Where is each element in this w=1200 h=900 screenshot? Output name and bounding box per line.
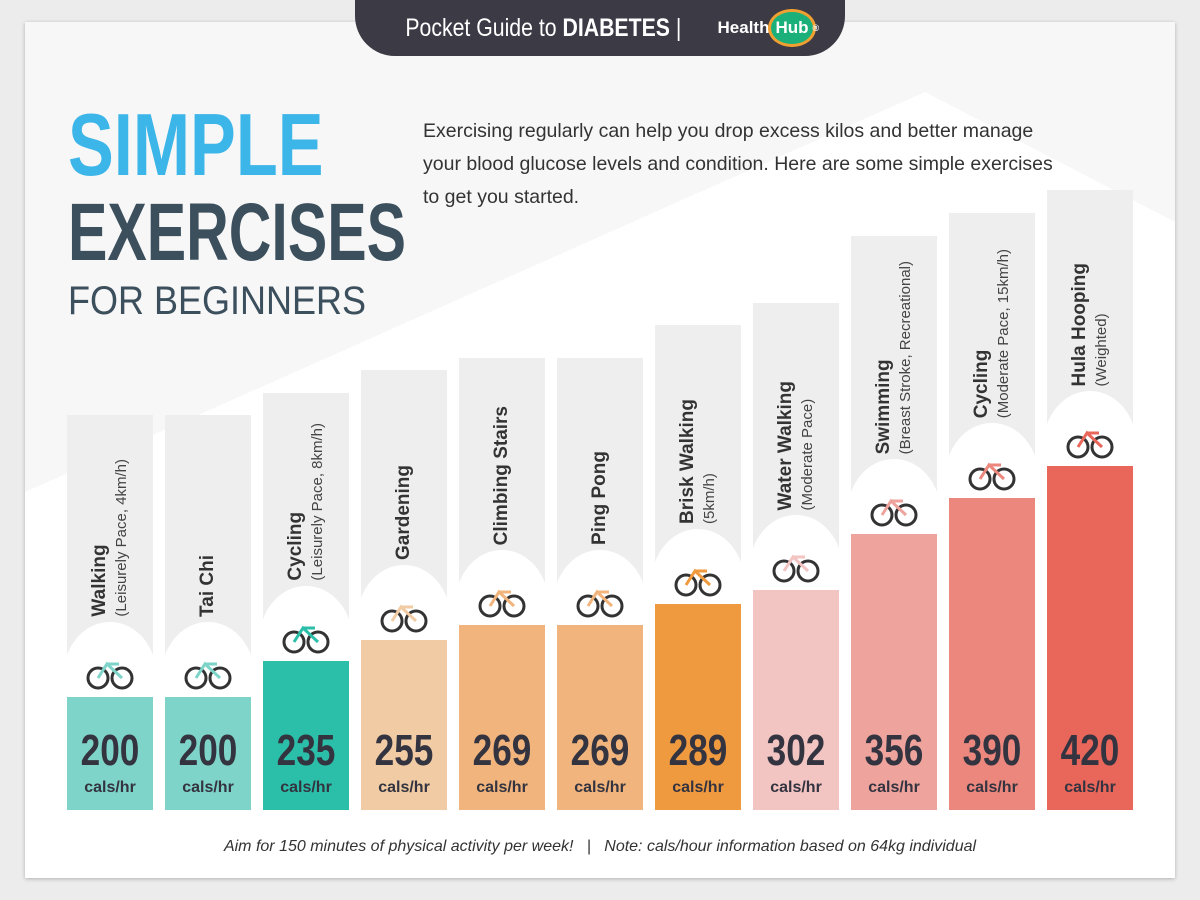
calorie-unit: cals/hr — [574, 779, 626, 796]
footer-note: Aim for 150 minutes of physical activity… — [223, 838, 977, 855]
calorie-unit: cals/hr — [966, 779, 1018, 796]
bar-column: Climbing Stairs 269 cals/hr — [455, 358, 549, 810]
logo-part2: Hub — [771, 12, 813, 44]
swimmer-icon — [870, 498, 918, 527]
bar-column: Swimming (Breast Stroke, Recreational) 3… — [847, 236, 941, 810]
activity-name: Gardening — [393, 464, 414, 560]
bar-fill — [851, 534, 937, 810]
title-line1: SIMPLE — [68, 95, 324, 194]
bar-fill — [753, 590, 839, 810]
bar-fill — [655, 604, 741, 810]
guide-label: Pocket Guide to — [405, 13, 557, 42]
calorie-unit: cals/hr — [378, 779, 430, 796]
activity-name: Ping Pong — [589, 451, 610, 545]
ping-pong-paddles-icon — [576, 589, 624, 618]
bar-fill — [1047, 466, 1133, 810]
page-title: SIMPLE EXERCISES FOR BEGINNERS — [68, 100, 537, 326]
activity-name: Cycling — [971, 349, 992, 418]
activity-label: Cycling (Leisurely Pace, 8km/h) — [263, 423, 349, 581]
calorie-unit: cals/hr — [672, 779, 724, 796]
activity-label: Gardening — [361, 465, 447, 560]
activity-name: Brisk Walking — [677, 399, 698, 524]
activity-detail: (Leisurely Pace, 4km/h) — [113, 459, 130, 617]
calorie-value: 289 — [668, 726, 728, 775]
activity-name: Swimming — [873, 358, 894, 454]
activity-label: Walking (Leisurely Pace, 4km/h) — [67, 459, 153, 617]
activity-label: Climbing Stairs — [459, 406, 545, 545]
bar-fill — [165, 697, 251, 810]
legs-walking-icon — [86, 661, 134, 690]
bar-column: Gardening 255 cals/hr — [357, 370, 451, 810]
bar-column: Water Walking (Moderate Pace) 302 cals/h… — [749, 303, 843, 810]
bar-fill — [67, 697, 153, 810]
title-line3: FOR BEGINNERS — [68, 279, 367, 323]
bar-fill — [459, 625, 545, 810]
bar-column: Walking (Leisurely Pace, 4km/h) 200 cals… — [63, 415, 157, 810]
calorie-value: 200 — [178, 726, 238, 775]
bar-column: Hula Hooping (Weighted) 420 cals/hr — [1043, 190, 1137, 810]
logo-mark: ® — [812, 23, 820, 33]
bar-column: Cycling (Moderate Pace, 15km/h) 390 cals… — [945, 213, 1039, 810]
calorie-unit: cals/hr — [182, 779, 234, 796]
calorie-value: 269 — [570, 726, 630, 775]
healthhub-logo: Health Hub ® — [717, 12, 820, 44]
bar-column: Cycling (Leisurely Pace, 8km/h) 235 cals… — [259, 393, 353, 810]
activity-name: Climbing Stairs — [491, 405, 512, 545]
calorie-unit: cals/hr — [1064, 779, 1116, 796]
activity-label: Ping Pong — [557, 451, 643, 545]
calorie-value: 255 — [374, 726, 434, 775]
brisk-walking-icon — [674, 568, 722, 597]
bar-fill — [263, 661, 349, 810]
bar-column: Ping Pong 269 cals/hr — [553, 358, 647, 810]
calorie-value: 200 — [80, 726, 140, 775]
calorie-unit: cals/hr — [476, 779, 528, 796]
activity-detail: (Moderate Pace) — [799, 398, 816, 510]
water-walking-icon — [772, 554, 820, 583]
activity-detail: (5km/h) — [701, 473, 718, 524]
calorie-unit: cals/hr — [770, 779, 822, 796]
stairs-icon — [478, 589, 526, 618]
activity-label: Brisk Walking (5km/h) — [655, 399, 741, 524]
bicycle-icon — [968, 462, 1016, 491]
calorie-value: 235 — [276, 726, 336, 775]
calorie-value: 356 — [864, 726, 924, 775]
calorie-value: 269 — [472, 726, 532, 775]
activity-label: Cycling (Moderate Pace, 15km/h) — [949, 249, 1035, 418]
logo-part1: Health — [717, 18, 770, 37]
bar-fill — [949, 498, 1035, 810]
bar-fill — [361, 640, 447, 810]
activity-label: Swimming (Breast Stroke, Recreational) — [851, 261, 937, 454]
activity-detail: (Breast Stroke, Recreational) — [897, 260, 914, 454]
calorie-unit: cals/hr — [84, 779, 136, 796]
bar-fill — [557, 625, 643, 810]
title-line2: EXERCISES — [68, 187, 406, 278]
calorie-unit: cals/hr — [868, 779, 920, 796]
intro-text: Exercising regularly can help you drop e… — [423, 120, 1053, 208]
calorie-value: 302 — [766, 726, 826, 775]
activity-name: Walking — [89, 544, 110, 617]
activity-name: Tai Chi — [197, 555, 218, 617]
calorie-value: 390 — [962, 726, 1022, 775]
activity-name: Hula Hooping — [1069, 262, 1090, 386]
activity-detail: (Leisurely Pace, 8km/h) — [309, 423, 326, 581]
activity-detail: (Moderate Pace, 15km/h) — [995, 248, 1012, 418]
activity-label: Water Walking (Moderate Pace) — [753, 381, 839, 511]
activity-name: Water Walking — [775, 380, 796, 511]
activity-label: Tai Chi — [165, 555, 251, 617]
hula-hoops-icon — [1066, 430, 1114, 459]
bar-column: Brisk Walking (5km/h) 289 cals/hr — [651, 325, 745, 810]
header-banner: Pocket Guide to DIABETES | Health Hub ® — [355, 0, 845, 56]
activity-name: Cycling — [285, 512, 306, 581]
activity-label: Hula Hooping (Weighted) — [1047, 263, 1133, 386]
topic-label: DIABETES — [562, 13, 670, 42]
tai-chi-person-icon — [184, 661, 232, 690]
calorie-value: 420 — [1060, 726, 1120, 775]
bicycle-icon — [282, 625, 330, 654]
bar-column: Tai Chi 200 cals/hr — [161, 415, 255, 810]
activity-detail: (Weighted) — [1093, 312, 1110, 386]
calorie-unit: cals/hr — [280, 779, 332, 796]
garden-tools-icon — [380, 604, 428, 633]
